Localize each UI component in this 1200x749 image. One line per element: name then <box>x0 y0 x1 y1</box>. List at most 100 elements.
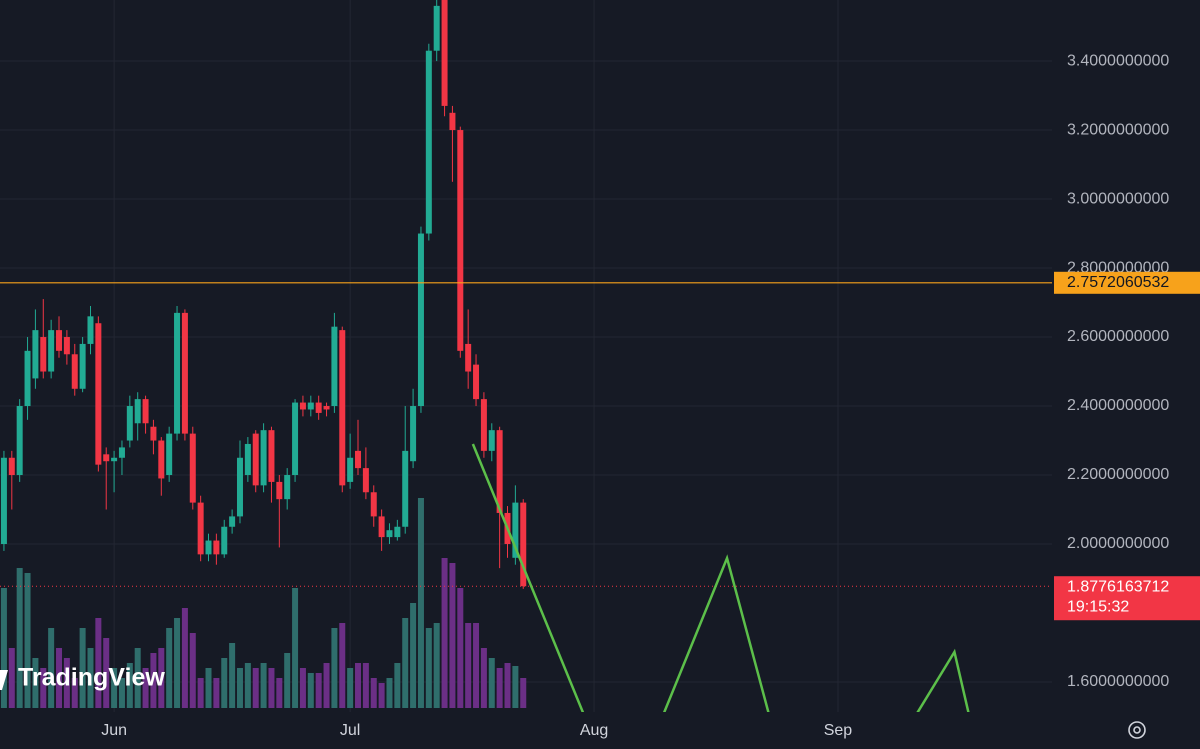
candle-body <box>347 457 354 482</box>
volume-bar <box>118 678 125 708</box>
candle-body <box>16 406 23 476</box>
volume-bar <box>299 668 306 708</box>
candle-body <box>150 426 157 441</box>
candle-body <box>425 50 432 234</box>
reference-label: 2.7572060532 <box>1067 274 1169 291</box>
logo: TradingView <box>0 664 165 692</box>
volume-bar <box>158 648 165 708</box>
volume-bar <box>174 618 181 708</box>
candle-body <box>126 406 133 441</box>
candle-body <box>473 364 480 400</box>
last-price-label: 1.8776163712 <box>1067 578 1169 595</box>
candle-body <box>386 530 393 538</box>
y-tick-label: 3.4000000000 <box>1067 52 1169 69</box>
volume-bar <box>8 648 15 708</box>
volume-bar <box>488 658 495 708</box>
candle-body <box>457 130 464 351</box>
settings-button[interactable] <box>1128 721 1146 739</box>
volume-layer <box>0 498 527 708</box>
candle-body <box>362 468 369 493</box>
reference-label-box <box>1054 271 1200 294</box>
candle-body <box>355 450 362 469</box>
y-tick-label: 1.6000000000 <box>1067 673 1169 690</box>
candle-body <box>252 433 259 486</box>
volume-bar <box>111 668 118 708</box>
y-tick-label: 3.0000000000 <box>1067 190 1169 207</box>
y-tick-label: 2.2000000000 <box>1067 466 1169 483</box>
volume-bar <box>221 658 228 708</box>
volume-bar <box>425 628 432 708</box>
volume-bar <box>284 653 291 708</box>
volume-bar <box>24 573 31 708</box>
candle-body <box>488 430 495 451</box>
candle-body <box>8 457 15 476</box>
volume-bar <box>386 678 393 708</box>
candle-body <box>63 337 70 355</box>
candle-body <box>40 337 47 372</box>
candle-body <box>244 443 251 476</box>
candle-body <box>95 323 102 465</box>
volume-bar <box>87 648 94 708</box>
candle-body <box>174 312 181 434</box>
candle-body <box>213 540 220 555</box>
candle-body <box>48 330 55 372</box>
candle-body <box>134 399 141 424</box>
volume-bar <box>181 608 188 708</box>
candle-body <box>370 492 377 517</box>
candle-body <box>103 454 110 462</box>
volume-bar <box>0 588 7 708</box>
volume-bar <box>134 648 141 708</box>
gear-center[interactable] <box>1133 726 1141 734</box>
candle-body <box>465 343 472 372</box>
gear-icon[interactable] <box>1128 721 1146 739</box>
volume-bar <box>71 678 78 708</box>
candle-body <box>449 112 456 131</box>
axis-layer: 1.6000000000 2.0000000000 2.2000000000 2.40… <box>101 52 1200 739</box>
candle-body <box>24 350 31 407</box>
candle-body <box>236 457 243 517</box>
volume-bar <box>496 668 503 708</box>
volume-bar <box>457 588 464 708</box>
candle-body <box>118 447 125 458</box>
candle-body <box>512 502 519 558</box>
y-tick-label: 2.6000000000 <box>1067 328 1169 345</box>
candle-body <box>292 402 299 476</box>
volume-bar <box>276 678 283 708</box>
volume-bar <box>79 628 86 708</box>
volume-bar <box>417 498 424 708</box>
y-tick-label: 3.2000000000 <box>1067 121 1169 138</box>
candle-body <box>307 402 314 410</box>
candle-body <box>520 502 527 587</box>
candle-body <box>56 330 63 351</box>
candle-body <box>315 402 322 413</box>
candle-body <box>158 440 165 479</box>
candle-body <box>378 516 385 538</box>
candle-body <box>229 516 236 527</box>
volume-bar <box>465 623 472 708</box>
candle-body <box>87 316 94 344</box>
volume-bar <box>126 663 133 708</box>
candle-body <box>339 330 346 486</box>
volume-bar <box>441 558 448 708</box>
volume-bar <box>229 643 236 708</box>
candle-body <box>221 526 228 555</box>
volume-bar <box>189 633 196 708</box>
volume-bar <box>315 673 322 708</box>
volume-bar <box>32 658 39 708</box>
volume-bar <box>378 683 385 708</box>
overlay-layer <box>0 282 1052 712</box>
candle-body <box>323 406 330 410</box>
volume-bar <box>103 638 110 708</box>
volume-bar <box>63 658 70 708</box>
volume-bar <box>307 673 314 708</box>
candle-body <box>441 0 448 106</box>
volume-bar <box>402 618 409 708</box>
countdown-label: 19:15:32 <box>1067 598 1129 615</box>
candle-body <box>433 5 440 51</box>
volume-bar <box>142 668 149 708</box>
candle-body <box>496 430 503 513</box>
y-tick-label: 2.0000000000 <box>1067 535 1169 552</box>
candle-body <box>71 354 78 389</box>
